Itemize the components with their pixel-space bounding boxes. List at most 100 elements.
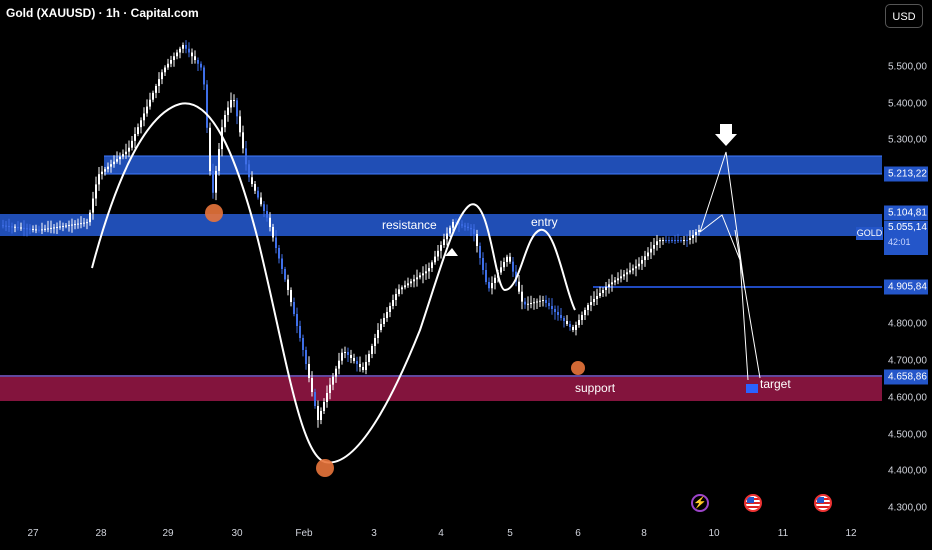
candle-body [659,240,661,242]
candle-body [269,217,271,227]
candle-body [113,161,115,165]
us-flag-icon[interactable] [814,494,832,512]
candle-body [428,268,430,272]
candle-body [506,256,508,262]
candle-body [380,324,382,330]
candle-body [368,354,370,362]
candle-body [365,362,367,370]
candle-body [305,350,307,364]
candle-body [245,148,247,165]
candle-body [164,67,166,73]
candle-body [128,147,130,152]
price-tick: 5.500,00 [888,61,927,73]
resistance-zone [0,214,882,236]
time-tick: 29 [162,528,174,539]
candle-body [350,355,352,358]
candle-body [89,212,91,223]
candle-body [509,256,511,262]
candle-body [188,48,190,53]
candle-body [560,315,562,318]
candle-body [41,229,43,231]
candle-body [662,240,664,241]
candle-body [641,260,643,264]
candle-body [512,261,514,272]
candle-body [689,238,691,240]
candle-body [311,378,313,392]
candle-body [266,211,268,218]
candle-body [95,184,97,199]
candle-body [65,225,67,227]
symbol-tag: GOLD [856,227,883,240]
candle-body [596,296,598,299]
candle-body [11,226,13,228]
candle-body [680,240,682,241]
candle-body [485,270,487,282]
candle-body [539,300,541,302]
candle-body [464,225,466,227]
price-tick: 4.600,00 [888,392,927,404]
candle-body [281,258,283,269]
currency-button[interactable]: USD [885,4,923,28]
candle-body [413,279,415,282]
candle-body [194,56,196,60]
candle-body [140,120,142,128]
candle-body [419,275,421,278]
candle-body [338,360,340,369]
candle-body [395,294,397,300]
candle-body [326,393,328,402]
candle-body [26,228,28,230]
candle-body [125,151,127,155]
candle-body [473,229,475,234]
candle-body [533,302,535,304]
candle-body [554,309,556,312]
candle-body [83,222,85,224]
us-flag-icon[interactable] [744,494,762,512]
candle-body [323,402,325,411]
candle-body [251,177,253,184]
candle-body [503,262,505,268]
candle-body [200,63,202,68]
target-box [746,384,758,393]
candle-body [272,227,274,238]
candle-body [617,278,619,281]
time-tick: 12 [845,528,857,539]
candle-body [623,274,625,277]
candle-body [47,228,49,230]
candle-body [116,159,118,162]
candle-body [257,190,259,198]
arrow-head-icon [445,248,458,256]
support-label: support [575,381,616,395]
candle-body [629,270,631,273]
candle-body [482,258,484,270]
candle-body [224,115,226,128]
time-tick: 11 [777,528,789,539]
time-tick: 27 [27,528,39,539]
candle-body [455,222,457,224]
candle-body [371,346,373,354]
entry-projection [699,151,761,379]
price-tick: 4.300,00 [888,502,927,514]
price-tick: 4.400,00 [888,465,927,477]
candle-body [347,352,349,355]
candle-body [674,240,676,241]
candle-body [536,301,538,303]
candle-body [665,240,667,241]
time-tick: 8 [641,528,647,539]
candle-body [215,170,217,193]
time-tick: 28 [95,528,107,539]
candle-body [401,287,403,290]
candle-body [59,226,61,228]
lightning-icon[interactable]: ⚡ [691,494,709,512]
candle-body [437,250,439,257]
candle-body [17,227,19,229]
upper-resistance-zone [104,156,882,174]
candle-body [86,222,88,224]
candle-body [275,237,277,248]
candle-body [566,321,568,324]
candle-body [386,312,388,318]
candle-body [173,56,175,60]
candle-body [491,283,493,289]
candle-body [569,324,571,327]
target-projection [699,214,749,381]
